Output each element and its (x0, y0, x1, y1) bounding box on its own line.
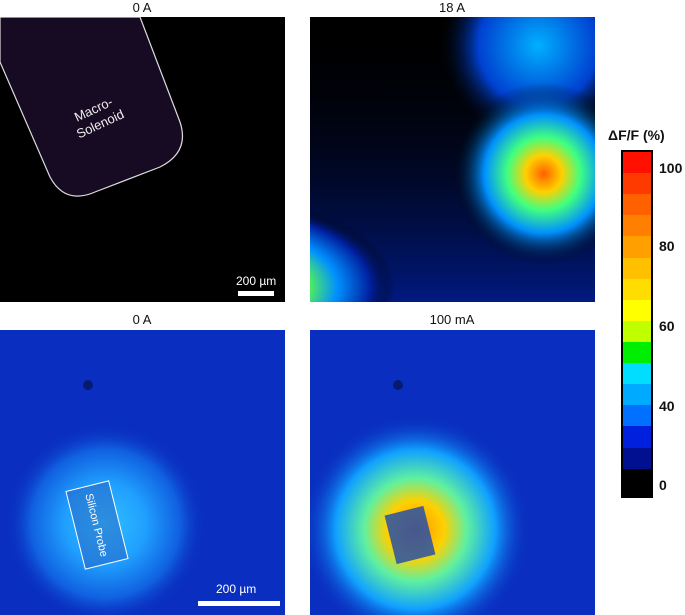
colorbar-segment (623, 426, 651, 448)
panel-title-0a-bottom: 0 A (132, 312, 152, 327)
colorbar (621, 150, 653, 498)
colorbar-tick-60: 60 (659, 318, 675, 334)
panel-18a-heatmap (310, 17, 595, 302)
colorbar-segment (623, 299, 651, 321)
scale-bar-label: 200 µm (216, 582, 257, 596)
colorbar-segment (623, 447, 651, 469)
panel-title-100ma: 100 mA (429, 312, 475, 327)
colorbar-tick-0: 0 (659, 477, 667, 493)
colorbar-segment (623, 363, 651, 385)
colorbar-tick-80: 80 (659, 238, 675, 254)
panel-title-18a: 18 A (438, 0, 466, 15)
scale-bar (238, 291, 274, 296)
colorbar-segment (623, 152, 651, 174)
scale-bar-label: 200 µm (236, 274, 277, 288)
panel-0a-solenoid-image: Macro- Solenoid 200 µm (0, 17, 285, 302)
colorbar-segment (623, 384, 651, 406)
colorbar-segment (623, 257, 651, 279)
panel-title-0a-top: 0 A (132, 0, 152, 15)
colorbar-segment (623, 194, 651, 216)
panel-100ma-probe-image (310, 330, 595, 615)
colorbar-segment (623, 341, 651, 364)
colorbar-segment (623, 468, 651, 497)
colorbar-tick-100: 100 (659, 160, 683, 176)
colorbar-segment (623, 215, 651, 237)
scale-bar (198, 601, 280, 606)
solenoid-outline (0, 17, 184, 197)
colorbar-segment (623, 278, 651, 300)
colorbar-segment (623, 236, 651, 258)
silicon-probe-outline (65, 480, 129, 570)
colorbar-tick-40: 40 (659, 398, 675, 414)
colorbar-segment (623, 320, 651, 342)
colorbar-segment (623, 173, 651, 195)
colorbar-title: ΔF/F (%) (608, 127, 665, 143)
colorbar-segment (623, 405, 651, 427)
panel-0a-probe-image: Silicon Probe 200 µm (0, 330, 285, 615)
